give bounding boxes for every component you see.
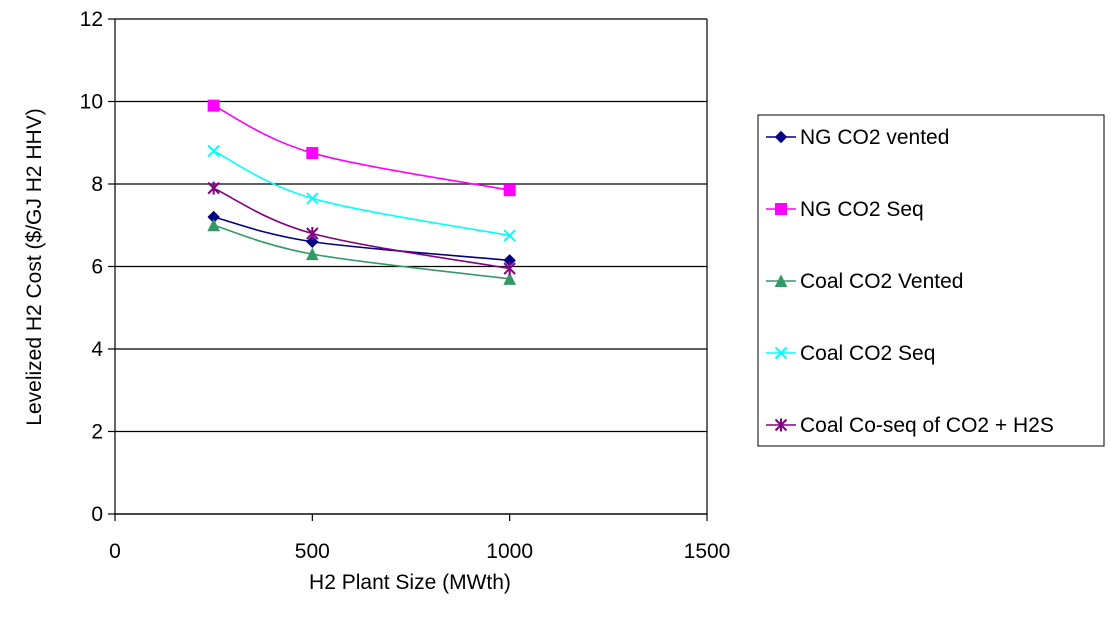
legend-box xyxy=(757,114,1105,447)
data-point xyxy=(503,262,516,276)
data-point xyxy=(306,235,319,248)
legend-label: Coal CO2 Seq xyxy=(800,342,935,365)
x-axis-title: H2 Plant Size (MWth) xyxy=(309,571,511,594)
data-point xyxy=(306,147,319,160)
legend-marker xyxy=(775,203,787,215)
legend-label-line: Coal CO2 Vented xyxy=(800,270,963,293)
data-point xyxy=(503,272,516,285)
y-tick-label: 0 xyxy=(91,503,103,526)
series-line xyxy=(213,224,510,280)
data-point xyxy=(306,247,319,261)
series-line xyxy=(213,216,510,262)
legend-label: Coal CO2 Vented xyxy=(800,270,963,293)
y-tick-label: 2 xyxy=(91,421,103,444)
series-lines xyxy=(207,99,516,285)
x-tick-label: 0 xyxy=(109,540,121,563)
series-line xyxy=(213,150,510,237)
legend-marker xyxy=(774,346,788,360)
series-line xyxy=(213,104,510,191)
y-tick-label: 8 xyxy=(91,173,103,196)
legend-marker xyxy=(774,274,788,287)
y-tick-label: 4 xyxy=(91,338,103,361)
data-point xyxy=(207,99,220,112)
legend-label-line: Coal CO2 Seq xyxy=(800,342,935,365)
tick-labels: 0 2 4 6 8 10 12 0 500 1000 1500 xyxy=(80,8,731,563)
series-line xyxy=(213,187,510,270)
y-tick-label: 6 xyxy=(91,256,103,279)
data-point xyxy=(503,184,516,197)
data-point xyxy=(306,192,319,205)
marker-stroke xyxy=(306,192,319,205)
legend-label: Coal Co-seq of CO2 + H2S xyxy=(800,414,1054,437)
legend-label-line: NG CO2 vented xyxy=(800,126,949,149)
legend-marker xyxy=(774,418,788,432)
marker-stroke xyxy=(207,144,220,158)
legend: NG CO2 vented NG CO2 Seq Coal CO2 Vented Co… xyxy=(757,114,1105,447)
legend-label: NG CO2 vented xyxy=(800,126,949,149)
marker-stroke xyxy=(774,346,788,360)
x-tick-label: 1500 xyxy=(684,540,731,563)
grid-lines xyxy=(115,18,707,515)
legend-label: NG CO2 Seq xyxy=(800,198,924,221)
x-tick-label: 500 xyxy=(295,540,330,563)
legend-label-line: Coal Co-seq of CO2 + H2S xyxy=(800,414,1054,437)
data-point xyxy=(207,144,220,158)
y-tick-label: 12 xyxy=(80,8,103,31)
y-axis-title: Levelized H2 Cost ($/GJ H2 HHV) xyxy=(23,108,46,425)
legend-label-line: NG CO2 Seq xyxy=(800,198,924,221)
data-point xyxy=(207,181,220,195)
axes xyxy=(108,18,708,521)
marker-stroke xyxy=(503,229,516,242)
data-point xyxy=(207,218,220,232)
x-tick-label: 1000 xyxy=(486,540,533,563)
legend-marker xyxy=(774,130,788,144)
data-point xyxy=(306,227,319,240)
y-tick-label: 10 xyxy=(80,91,103,114)
data-point xyxy=(503,229,516,242)
